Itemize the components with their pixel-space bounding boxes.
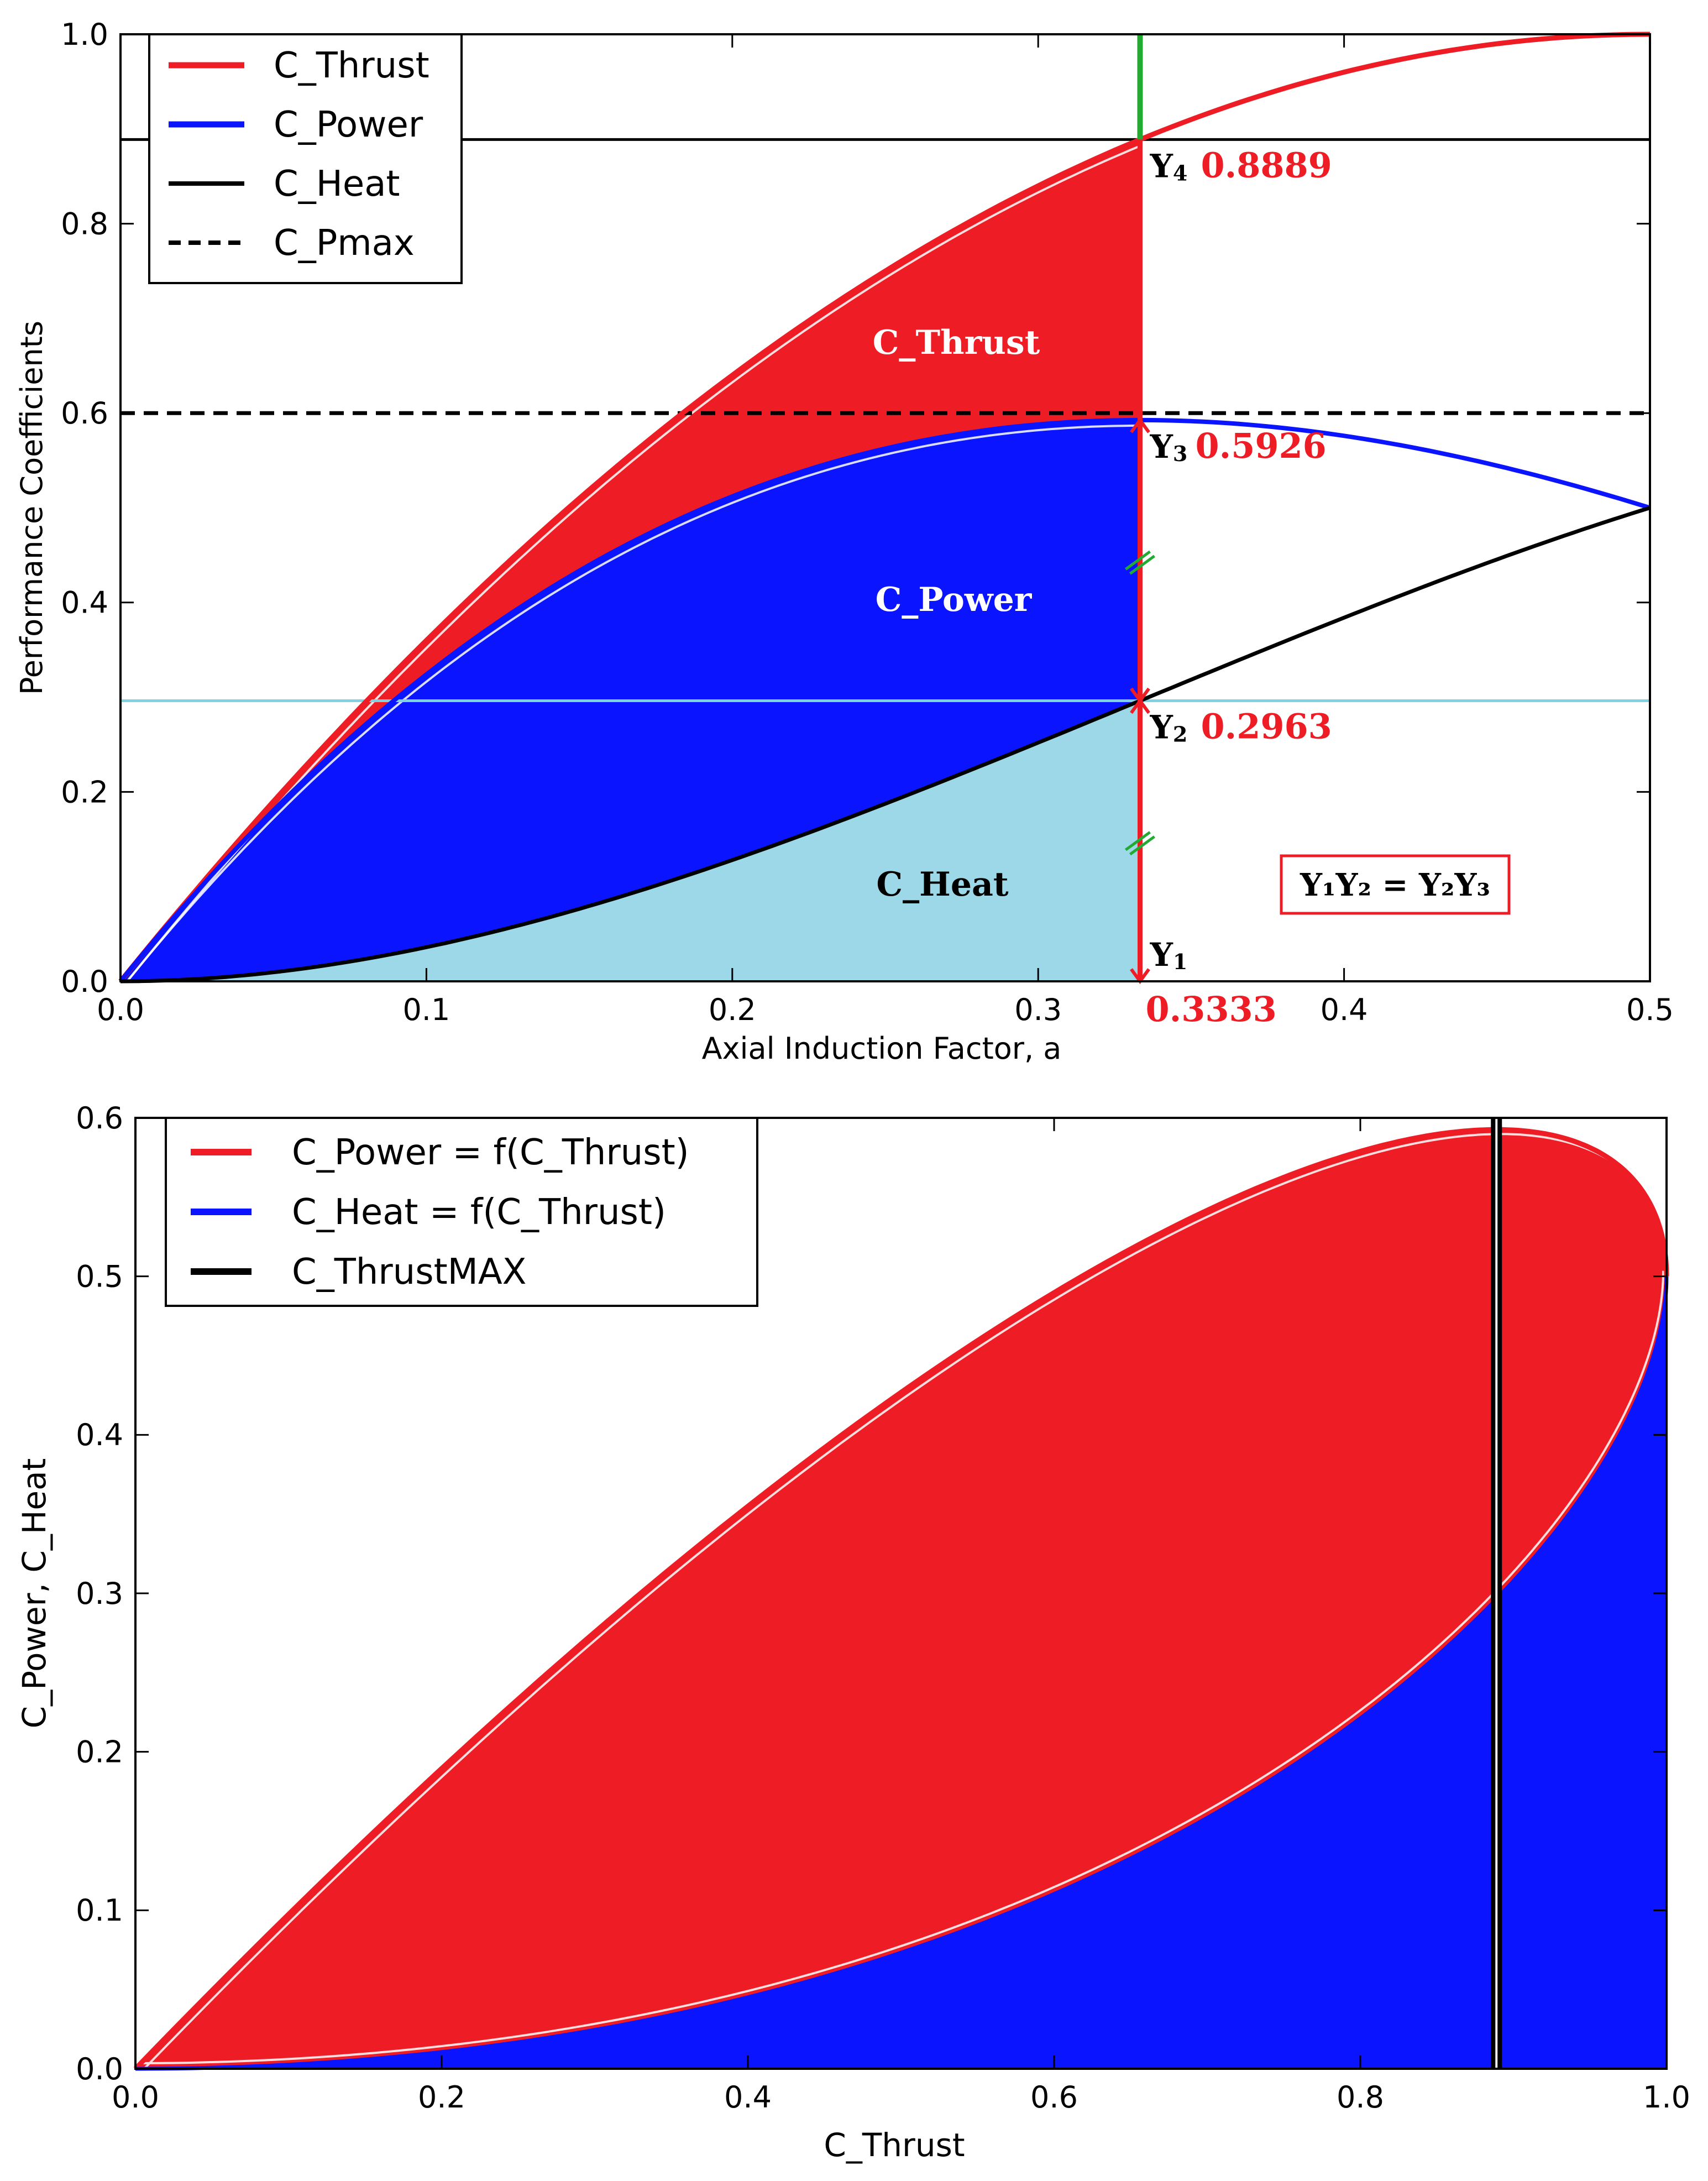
x-tick-label: 0.2: [709, 992, 756, 1027]
x-axis-label: C_Thrust: [824, 2126, 965, 2164]
x-tick-label: 0.0: [97, 992, 144, 1027]
y4-value: 0.8889: [1201, 145, 1332, 185]
y-ticks: 0.0 0.1 0.2 0.3 0.4 0.5 0.6: [76, 1101, 1667, 2086]
y-tick-label: 0.6: [76, 1101, 123, 1136]
legend-label-c-pmax: C_Pmax: [274, 223, 415, 264]
x-tick-label: 0.1: [402, 992, 450, 1027]
annotation-y2: Y2 0.2963: [1149, 707, 1332, 747]
equation-text: Y₁Y₂ = Y₂Y₃: [1300, 867, 1490, 903]
x-axis-label: Axial Induction Factor, a: [702, 1031, 1062, 1066]
x-tick-label: 0.8: [1337, 2080, 1384, 2115]
c-thrust-line: [118, 32, 1651, 983]
chart-top: 0.0 0.1 0.2 0.3 0.4 0.5 0.0 0.2 0.4 0.6 0.8 1.0 Ax…: [14, 17, 1674, 1066]
y-tick-label: 0.1: [76, 1893, 123, 1928]
legend-bottom: C_Power = f(C_Thrust) C_Heat = f(C_Thrus…: [165, 1117, 758, 1307]
equal-tick-marks: [1125, 550, 1155, 856]
x-tick-label: 0.5: [1626, 992, 1674, 1027]
y2-value: 0.2963: [1201, 707, 1332, 747]
legend-label-c-thrust: C_Thrust: [274, 45, 429, 86]
y2-sub: 2: [1173, 722, 1187, 747]
y-tick-label: 0.8: [61, 207, 108, 242]
legend-label-c-heat: C_Heat: [274, 164, 400, 205]
y4-sub: 4: [1173, 160, 1187, 185]
annotation-y3: Y3 0.5926: [1149, 426, 1326, 466]
x-tick-label: 0.0: [112, 2080, 159, 2115]
y3-sub: 3: [1173, 441, 1187, 466]
y1-value: 0.3333: [1145, 989, 1276, 1029]
y-tick-label: 0.0: [76, 2052, 123, 2086]
c-heat-line: [120, 506, 1651, 984]
y-tick-label: 0.3: [76, 1576, 123, 1611]
thrust-region: [120, 139, 1140, 981]
x-tick-label: 1.0: [1643, 2080, 1690, 2115]
x-tick-label: 0.6: [1030, 2080, 1078, 2115]
c-power-curve: [133, 1127, 1669, 2071]
equation-box-frame: [1280, 854, 1511, 915]
power-region-edge: [122, 424, 1143, 988]
y-tick-label: 0.0: [61, 964, 108, 999]
y-tick-label: 0.4: [61, 585, 108, 620]
y-tick-label: 0.6: [61, 396, 108, 431]
legend-label-c-power: C_Power: [274, 104, 423, 145]
region-label-heat: C_Heat: [876, 865, 1008, 904]
c-heat-curve: [135, 1276, 1669, 2071]
legend-label-c-power: C_Power = f(C_Thrust): [292, 1132, 689, 1173]
heat-region: [120, 700, 1140, 981]
region-label-power: C_Power: [876, 580, 1033, 619]
x-tick-label: 0.4: [724, 2080, 772, 2115]
marker-arrowheads: [1130, 417, 1150, 985]
y1-sub: 1: [1173, 949, 1187, 974]
thrust-region-edge: [122, 144, 1143, 988]
legend-top: C_Thrust C_Power C_Heat C_Pmax: [148, 33, 463, 284]
legend-label-c-thrustmax: C_ThrustMAX: [292, 1252, 527, 1293]
y-tick-label: 0.5: [76, 1259, 123, 1294]
chart-bottom: 0.0 0.2 0.4 0.6 0.8 1.0 0.0 0.1 0.2 0.3 0.4 0.5 0.6…: [15, 1101, 1690, 2164]
x-ticks: 0.0 0.2 0.4 0.6 0.8 1.0: [112, 1118, 1690, 2115]
x-tick-label: 0.4: [1321, 992, 1368, 1027]
equation-box: Y₁Y₂ = Y₂Y₃: [1280, 854, 1511, 915]
plot-frame: [119, 33, 1651, 982]
y-tick-label: 1.0: [61, 17, 108, 52]
legend-frame: [165, 1117, 758, 1307]
y-ticks: 0.0 0.2 0.4 0.6 0.8 1.0: [61, 17, 1650, 999]
legend-frame: [148, 33, 463, 284]
legend-label-c-heat: C_Heat = f(C_Thrust): [292, 1192, 666, 1233]
x-tick-label: 0.3: [1014, 992, 1062, 1027]
power-fill: [135, 1129, 1667, 2069]
region-label-thrust: C_Thrust: [873, 323, 1040, 362]
annotation-y1: Y1 0.3333: [1145, 936, 1276, 1029]
y-axis-label: Performance Coefficients: [14, 321, 49, 695]
y-tick-label: 0.4: [76, 1418, 123, 1452]
x-tick-label: 0.2: [418, 2080, 465, 2115]
y-tick-label: 0.2: [76, 1735, 123, 1770]
y-axis-label: C_Power, C_Heat: [15, 1458, 53, 1729]
heat-fill: [135, 1276, 1667, 2069]
y3-value: 0.5926: [1195, 426, 1326, 466]
c-power-line: [118, 417, 1651, 983]
y-tick-label: 0.2: [61, 775, 108, 809]
